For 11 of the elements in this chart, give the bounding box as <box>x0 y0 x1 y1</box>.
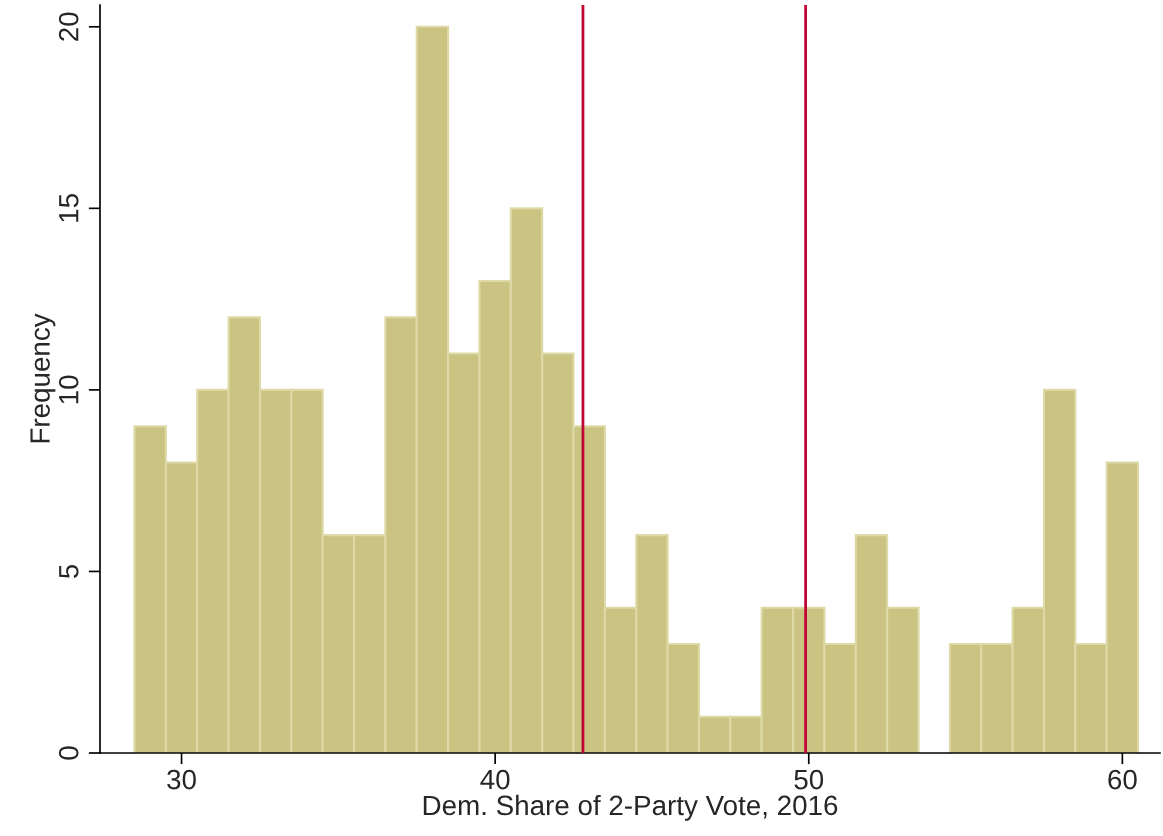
y-tick-label: 0 <box>58 746 79 760</box>
y-tick-label: 10 <box>58 375 79 404</box>
y-axis-title: Frequency <box>30 313 56 443</box>
x-tick-label: 30 <box>167 769 196 790</box>
y-tick-label: 20 <box>58 12 79 41</box>
x-tick-label: 60 <box>1108 769 1137 790</box>
x-tick-label: 50 <box>794 769 824 790</box>
x-axis-title: Dem. Share of 2-Party Vote, 2016 <box>423 794 838 821</box>
y-tick-label: 15 <box>59 194 79 222</box>
y-tick-label: 5 <box>59 564 79 579</box>
x-tick-label: 40 <box>480 769 510 790</box>
